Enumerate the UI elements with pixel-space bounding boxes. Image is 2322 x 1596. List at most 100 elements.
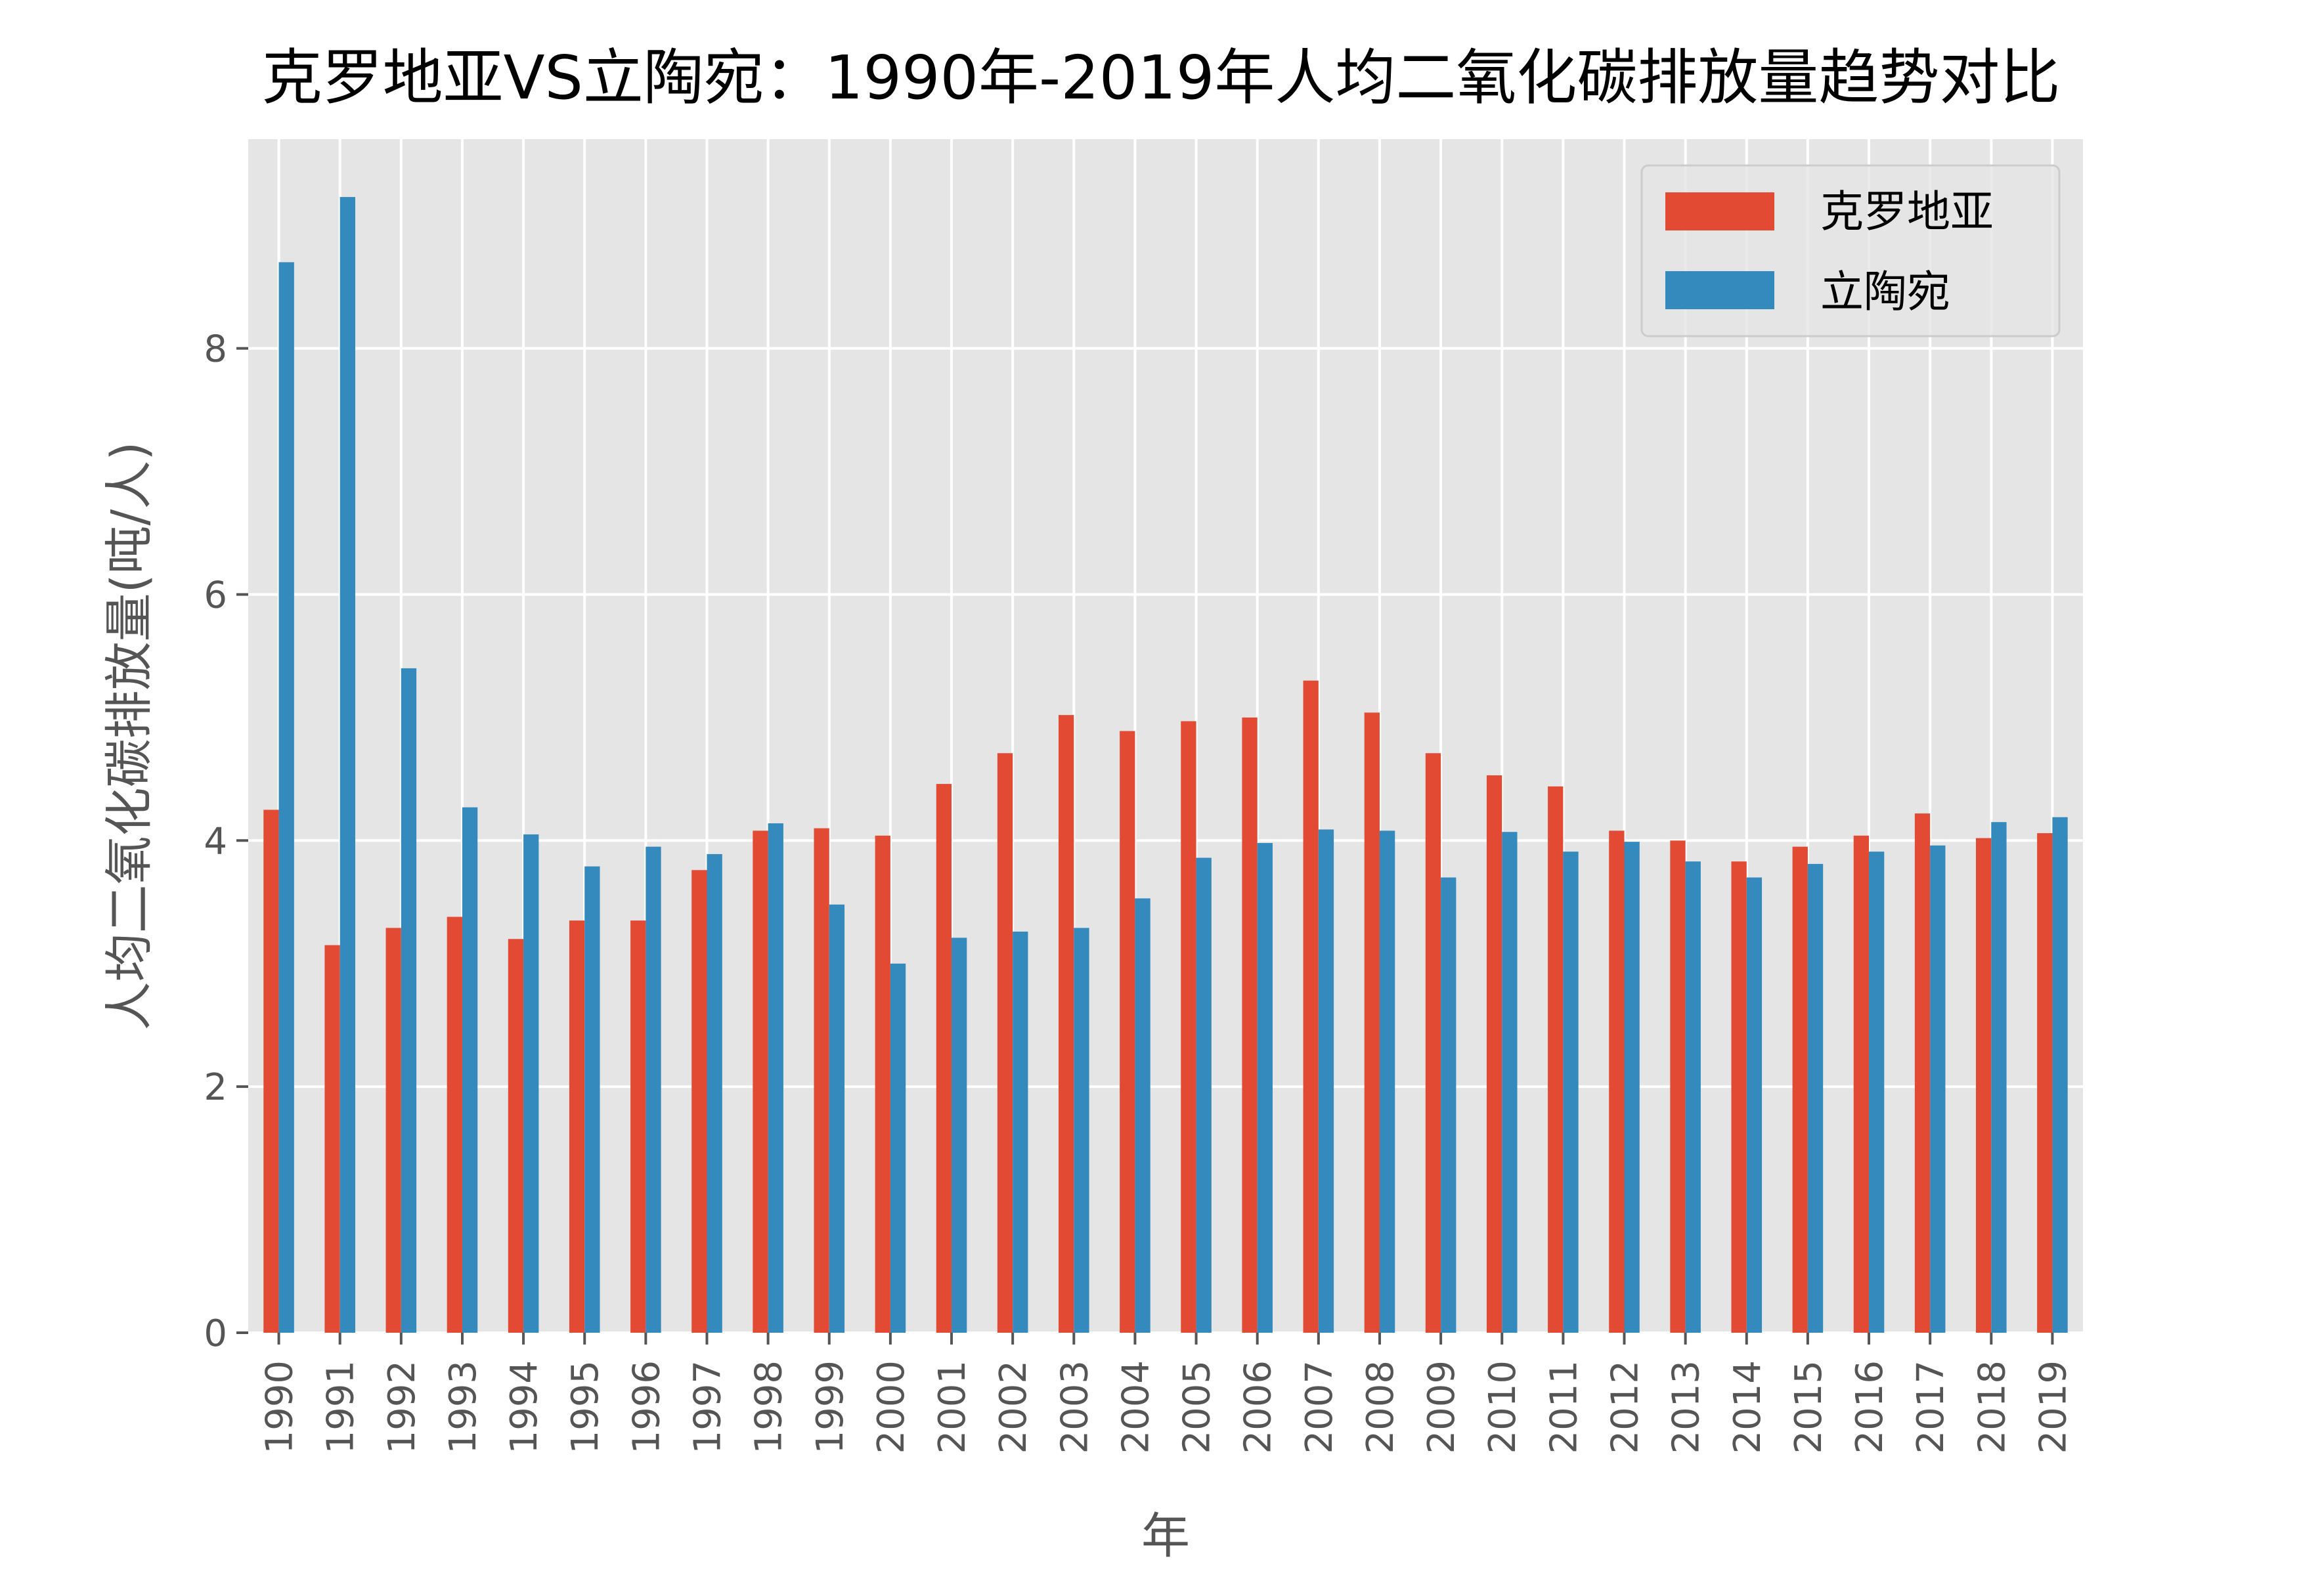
legend-label-croatia: 克罗地亚 <box>1820 186 1994 237</box>
bar-croatia-1999 <box>814 828 829 1333</box>
bar-lithuania-2008 <box>1379 830 1395 1333</box>
bar-croatia-2010 <box>1486 775 1502 1333</box>
bar-lithuania-1997 <box>707 853 722 1333</box>
x-tick-label: 1996 <box>625 1360 668 1454</box>
bar-lithuania-1998 <box>768 823 783 1333</box>
bar-lithuania-2010 <box>1502 832 1518 1333</box>
x-tick-label: 2018 <box>1971 1360 2013 1454</box>
x-tick-label: 2000 <box>870 1360 913 1454</box>
x-axis-label: 年 <box>1141 1508 1190 1564</box>
bar-croatia-2015 <box>1792 846 1808 1333</box>
x-tick-label: 1992 <box>381 1360 424 1454</box>
bar-croatia-2014 <box>1731 861 1747 1333</box>
bar-croatia-2000 <box>875 835 890 1333</box>
x-tick-label: 2013 <box>1665 1360 1708 1454</box>
bar-croatia-1998 <box>753 830 768 1333</box>
bar-croatia-2002 <box>997 753 1013 1333</box>
bar-lithuania-2001 <box>952 938 967 1333</box>
legend: 克罗地亚 立陶宛 <box>1640 164 2061 337</box>
bar-lithuania-1995 <box>584 866 600 1333</box>
bar-croatia-2008 <box>1364 712 1380 1333</box>
bar-lithuania-1994 <box>523 834 539 1333</box>
bar-lithuania-2005 <box>1196 857 1212 1333</box>
y-tick-label: 0 <box>204 1312 227 1355</box>
bar-croatia-2003 <box>1059 715 1074 1333</box>
bar-croatia-1994 <box>508 939 524 1333</box>
x-tick-label: 2017 <box>1910 1360 1952 1454</box>
bar-lithuania-2011 <box>1563 852 1579 1333</box>
bar-lithuania-2013 <box>1685 861 1701 1333</box>
x-tick-label: 2016 <box>1849 1360 1891 1454</box>
x-tick-label: 1999 <box>809 1360 852 1454</box>
bar-lithuania-2007 <box>1318 829 1334 1333</box>
x-tick-label: 1990 <box>259 1360 301 1454</box>
x-tick-label: 1993 <box>442 1360 485 1454</box>
bar-croatia-1990 <box>263 809 279 1333</box>
bar-croatia-2019 <box>2037 833 2053 1333</box>
y-axis-label: 人均二氧化碳排放量(吨/人) <box>101 442 158 1031</box>
bar-croatia-2017 <box>1914 813 1931 1333</box>
bar-croatia-2012 <box>1609 830 1625 1333</box>
x-tick-label: 2008 <box>1359 1360 1402 1454</box>
bar-croatia-2007 <box>1303 680 1319 1333</box>
x-tick-label: 2006 <box>1237 1360 1280 1454</box>
bar-lithuania-1992 <box>401 668 417 1333</box>
x-tick-label: 2005 <box>1176 1360 1219 1454</box>
bar-croatia-2006 <box>1242 717 1258 1333</box>
bar-lithuania-2009 <box>1441 877 1457 1333</box>
bar-lithuania-2012 <box>1624 842 1640 1333</box>
bar-croatia-1993 <box>447 917 462 1333</box>
bar-croatia-2011 <box>1548 786 1564 1333</box>
x-tick-label: 2009 <box>1420 1360 1463 1454</box>
x-tick-label: 2003 <box>1053 1360 1096 1454</box>
y-tick-label: 8 <box>204 328 227 371</box>
x-axis-ticks: 1990 1991 1992 1993 1994 1995 1996 1997 1998 1999… <box>259 1333 2074 1454</box>
bar-croatia-2018 <box>1976 838 1992 1333</box>
x-tick-label: 2007 <box>1298 1360 1341 1454</box>
y-tick-label: 6 <box>204 574 227 616</box>
chart-title: 克罗地亚VS立陶宛：1990年-2019年人均二氧化碳排放量趋势对比 <box>262 43 2061 113</box>
bars <box>263 197 2068 1333</box>
bar-croatia-1997 <box>691 870 707 1333</box>
x-tick-label: 2011 <box>1543 1360 1585 1454</box>
bar-lithuania-2000 <box>890 963 906 1333</box>
bar-croatia-2013 <box>1670 840 1686 1333</box>
x-tick-label: 1994 <box>503 1360 546 1454</box>
x-tick-label: 1998 <box>748 1360 791 1454</box>
x-tick-label: 1995 <box>564 1360 607 1454</box>
x-tick-label: 2015 <box>1787 1360 1830 1454</box>
y-tick-label: 4 <box>204 820 227 863</box>
legend-swatch-lithuania <box>1665 271 1774 309</box>
bar-croatia-1991 <box>324 945 340 1333</box>
bar-lithuania-1999 <box>829 904 845 1333</box>
x-tick-label: 2019 <box>2032 1360 2074 1454</box>
bar-lithuania-1996 <box>646 846 661 1333</box>
bar-lithuania-2006 <box>1257 843 1273 1333</box>
bar-lithuania-2004 <box>1135 898 1150 1333</box>
x-tick-label: 2012 <box>1604 1360 1647 1454</box>
legend-label-lithuania: 立陶宛 <box>1820 267 1950 317</box>
bar-lithuania-2003 <box>1074 928 1089 1333</box>
x-tick-label: 2002 <box>992 1360 1035 1454</box>
bar-croatia-2004 <box>1120 731 1135 1333</box>
bar-croatia-2005 <box>1181 721 1196 1333</box>
y-tick-label: 2 <box>204 1066 227 1109</box>
x-tick-label: 2010 <box>1481 1360 1524 1454</box>
bar-lithuania-1990 <box>278 262 294 1333</box>
bar-lithuania-2018 <box>1991 822 2007 1333</box>
bar-lithuania-2002 <box>1013 932 1028 1333</box>
bar-croatia-1992 <box>385 928 401 1333</box>
x-tick-label: 2004 <box>1114 1360 1157 1454</box>
x-tick-label: 1997 <box>687 1360 730 1454</box>
legend-swatch-croatia <box>1665 192 1774 230</box>
x-tick-label: 1991 <box>320 1360 362 1454</box>
bar-croatia-2016 <box>1853 835 1870 1333</box>
bar-lithuania-2014 <box>1746 877 1763 1333</box>
x-tick-label: 2001 <box>931 1360 974 1454</box>
bar-lithuania-2016 <box>1869 852 1885 1333</box>
bar-croatia-1996 <box>630 920 646 1333</box>
x-tick-label: 2014 <box>1726 1360 1769 1454</box>
bar-croatia-2001 <box>936 784 952 1333</box>
bar-lithuania-2019 <box>2052 817 2068 1333</box>
